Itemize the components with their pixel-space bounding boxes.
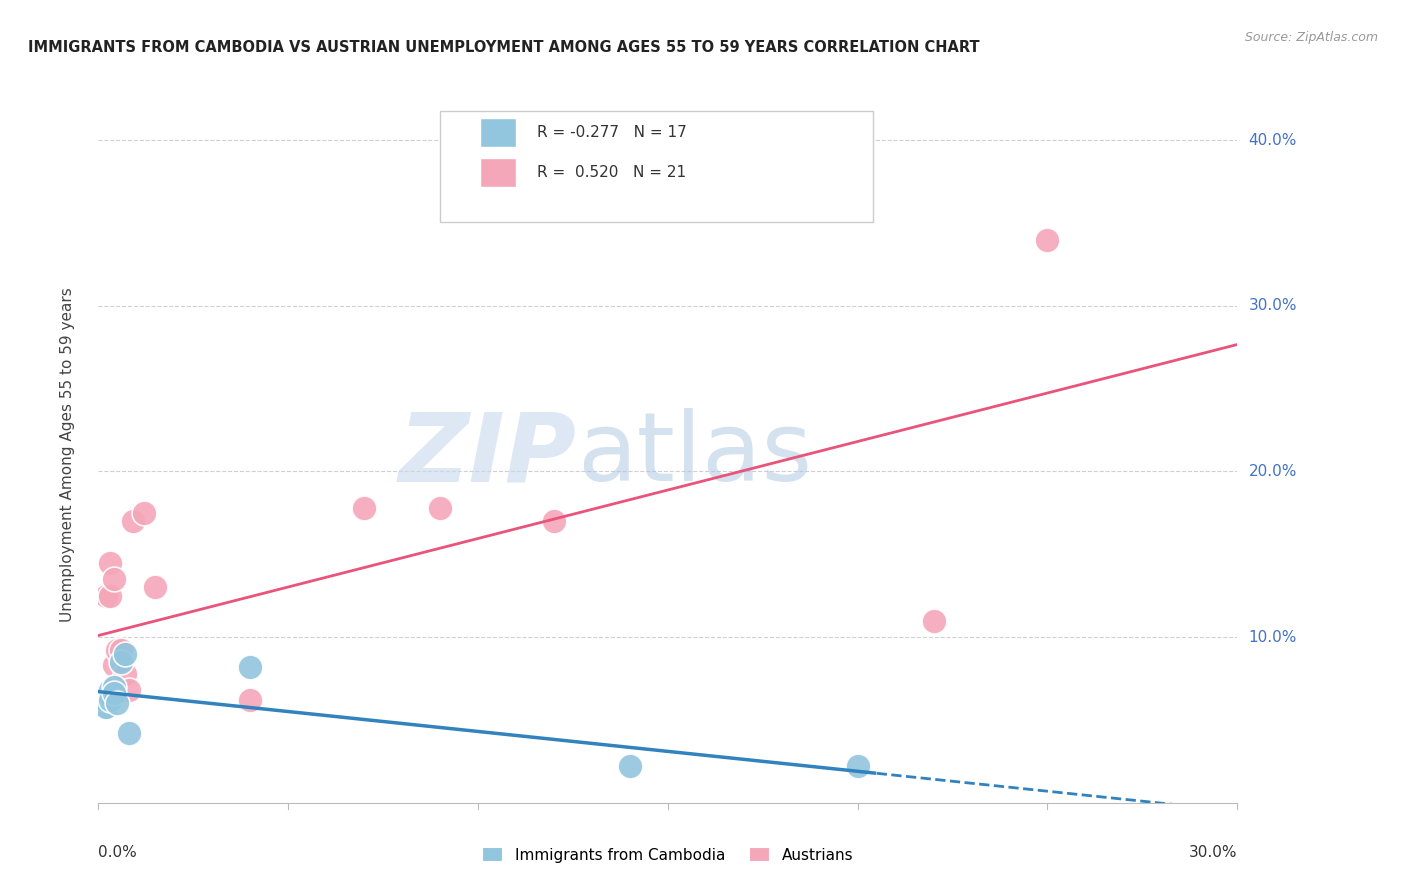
Point	[429, 500, 451, 515]
Point	[110, 655, 132, 669]
Text: 10.0%: 10.0%	[1249, 630, 1296, 645]
Point	[107, 697, 129, 711]
Point	[93, 697, 115, 711]
Text: 30.0%: 30.0%	[1249, 298, 1296, 313]
Point	[94, 589, 117, 603]
Point	[118, 683, 141, 698]
Point	[619, 759, 641, 773]
Point	[1036, 233, 1059, 247]
Point	[98, 688, 121, 702]
Point	[107, 643, 129, 657]
Y-axis label: Unemployment Among Ages 55 to 59 years: Unemployment Among Ages 55 to 59 years	[60, 287, 75, 623]
Text: Source: ZipAtlas.com: Source: ZipAtlas.com	[1244, 31, 1378, 45]
Point	[97, 688, 120, 702]
Point	[93, 699, 115, 714]
Point	[98, 683, 121, 698]
Text: 30.0%: 30.0%	[1189, 845, 1237, 860]
Point	[239, 693, 262, 707]
Point	[91, 699, 114, 714]
Point	[118, 726, 141, 740]
Point	[110, 643, 132, 657]
FancyBboxPatch shape	[440, 111, 873, 222]
Point	[114, 666, 136, 681]
Point	[114, 647, 136, 661]
Point	[91, 697, 114, 711]
Point	[98, 693, 121, 707]
Text: 0.0%: 0.0%	[98, 845, 138, 860]
Text: R =  0.520   N = 21: R = 0.520 N = 21	[537, 165, 686, 180]
Point	[94, 693, 117, 707]
FancyBboxPatch shape	[479, 118, 516, 146]
Point	[94, 699, 117, 714]
Point	[239, 660, 262, 674]
Text: R = -0.277   N = 17: R = -0.277 N = 17	[537, 125, 686, 140]
Text: 40.0%: 40.0%	[1249, 133, 1296, 148]
Point	[94, 699, 117, 714]
Point	[103, 680, 125, 694]
Point	[103, 658, 125, 673]
Point	[98, 589, 121, 603]
Text: atlas: atlas	[576, 409, 811, 501]
Point	[98, 556, 121, 570]
Text: 20.0%: 20.0%	[1249, 464, 1296, 479]
Point	[121, 514, 143, 528]
Point	[846, 759, 869, 773]
Text: ZIP: ZIP	[399, 409, 576, 501]
Point	[922, 614, 945, 628]
Point	[103, 686, 125, 700]
Text: IMMIGRANTS FROM CAMBODIA VS AUSTRIAN UNEMPLOYMENT AMONG AGES 55 TO 59 YEARS CORR: IMMIGRANTS FROM CAMBODIA VS AUSTRIAN UNE…	[28, 40, 980, 55]
Point	[353, 500, 375, 515]
Legend: Immigrants from Cambodia, Austrians: Immigrants from Cambodia, Austrians	[475, 841, 860, 869]
FancyBboxPatch shape	[479, 158, 516, 187]
Point	[145, 581, 167, 595]
Point	[132, 506, 155, 520]
Point	[543, 514, 565, 528]
Point	[103, 572, 125, 586]
